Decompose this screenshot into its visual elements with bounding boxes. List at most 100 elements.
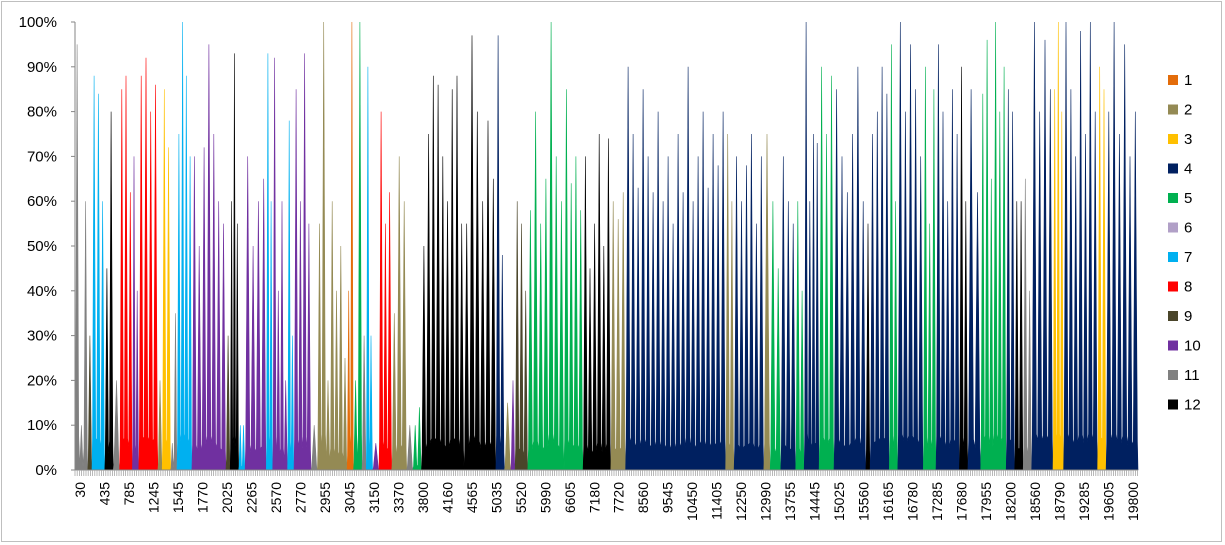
area-cluster-4 bbox=[625, 66, 726, 471]
area-cluster-10 bbox=[372, 443, 380, 471]
area-cluster-11 bbox=[112, 380, 120, 471]
area-cluster-12 bbox=[582, 133, 612, 471]
x-tick-label: 18200 bbox=[1003, 482, 1019, 521]
area-cluster-3 bbox=[1097, 66, 1107, 471]
area-cluster-4 bbox=[1031, 21, 1054, 471]
legend-label-12: 12 bbox=[1184, 397, 1201, 414]
area-cluster-11 bbox=[406, 425, 414, 471]
area-cluster-12 bbox=[229, 53, 240, 471]
area-cluster-10 bbox=[244, 156, 267, 471]
y-tick-labels: 0% 10% 20% 30% 40% 50% 60% 70% 80% 90% 100% bbox=[19, 14, 57, 479]
legend-swatch-11 bbox=[1168, 370, 1178, 380]
x-tick-label: 15025 bbox=[831, 482, 847, 521]
area-cluster-4 bbox=[897, 21, 924, 471]
area-cluster-4 bbox=[495, 35, 505, 471]
x-tick-label: 5035 bbox=[488, 482, 504, 513]
x-tick-label: 2265 bbox=[243, 482, 259, 513]
legend-label-1: 1 bbox=[1184, 72, 1192, 89]
x-tick-label: 11405 bbox=[709, 482, 725, 520]
area-cluster-4 bbox=[935, 44, 960, 471]
x-tick-label: 19285 bbox=[1076, 482, 1092, 521]
x-tick-label: 10450 bbox=[684, 482, 700, 521]
area-cluster-8 bbox=[378, 111, 393, 471]
area-cluster-11 bbox=[74, 44, 89, 471]
y-tick-label: 10% bbox=[27, 417, 57, 434]
x-tick-label: 4565 bbox=[464, 482, 480, 513]
y-tick-label: 30% bbox=[27, 328, 57, 345]
x-tick-label: 6605 bbox=[562, 482, 578, 513]
legend-label-11: 11 bbox=[1184, 367, 1200, 384]
x-tick-label: 19800 bbox=[1125, 482, 1141, 521]
x-tick-label: 2570 bbox=[268, 482, 284, 513]
legend-label-10: 10 bbox=[1184, 338, 1201, 355]
legend-swatch-7 bbox=[1168, 252, 1178, 262]
area-cluster-5 bbox=[980, 21, 1007, 471]
area-cluster-2 bbox=[610, 192, 626, 471]
area-cluster-2 bbox=[504, 402, 512, 471]
area-cluster-7 bbox=[176, 21, 193, 471]
x-tick-label: 15560 bbox=[856, 482, 872, 521]
legend-swatch-4 bbox=[1168, 163, 1178, 174]
x-tick-label: 3800 bbox=[415, 482, 431, 513]
x-tick-label: 17955 bbox=[978, 482, 994, 521]
area-cluster-12 bbox=[463, 35, 497, 471]
legend-label-9: 9 bbox=[1184, 308, 1192, 325]
x-tick-label: 2955 bbox=[317, 482, 333, 513]
area-cluster-11 bbox=[170, 313, 178, 471]
x-tick-label: 3370 bbox=[390, 482, 406, 513]
area-cluster-4 bbox=[1105, 21, 1139, 471]
area-cluster-11 bbox=[361, 335, 367, 471]
area-cluster-10 bbox=[272, 57, 288, 471]
x-tick-label: 435 bbox=[97, 482, 113, 506]
x-tick-label: 7720 bbox=[611, 482, 627, 513]
x-tick-label: 4160 bbox=[439, 482, 455, 513]
x-tick-label: 16165 bbox=[880, 482, 896, 521]
axes bbox=[71, 21, 1138, 476]
area-cluster-9 bbox=[87, 335, 93, 471]
data-areas bbox=[74, 21, 1139, 471]
x-tick-label: 13755 bbox=[782, 482, 798, 521]
legend-swatch-1 bbox=[1168, 75, 1178, 85]
x-tick-label: 1770 bbox=[194, 482, 210, 513]
legend-swatch-9 bbox=[1168, 311, 1178, 321]
area-cluster-2 bbox=[725, 133, 735, 471]
area-cluster-5 bbox=[818, 66, 835, 471]
area-cluster-2 bbox=[763, 133, 771, 471]
area-cluster-4 bbox=[803, 21, 820, 471]
x-tick-label: 18790 bbox=[1052, 482, 1068, 521]
x-tick-label: 7180 bbox=[586, 482, 602, 513]
legend-label-3: 3 bbox=[1184, 131, 1192, 148]
x-tick-label: 1245 bbox=[146, 482, 162, 513]
area-cluster-1 bbox=[346, 21, 354, 471]
y-tick-label: 70% bbox=[27, 148, 57, 165]
y-tick-label: 40% bbox=[27, 283, 57, 300]
x-tick-label: 12990 bbox=[758, 482, 774, 521]
y-tick-label: 50% bbox=[27, 238, 57, 255]
legend-label-2: 2 bbox=[1184, 102, 1192, 119]
area-cluster-12 bbox=[421, 75, 465, 471]
legend-swatch-12 bbox=[1168, 399, 1178, 410]
area-cluster-10 bbox=[510, 380, 516, 471]
legend-label-7: 7 bbox=[1184, 249, 1192, 266]
x-tick-label: 16780 bbox=[905, 482, 921, 521]
area-cluster-12 bbox=[959, 66, 969, 471]
x-tick-labels: 30 435 785 1245 1545 1770 2025 2265 2570 2770 2955… bbox=[72, 482, 1141, 521]
area-cluster-8 bbox=[119, 75, 133, 471]
legend-label-6: 6 bbox=[1184, 220, 1192, 237]
y-tick-label: 60% bbox=[27, 193, 57, 210]
legend-label-8: 8 bbox=[1184, 279, 1192, 296]
y-tick-label: 100% bbox=[19, 14, 57, 31]
x-tick-label: 8560 bbox=[635, 482, 651, 513]
area-cluster-5 bbox=[563, 89, 584, 471]
area-cluster-10 bbox=[132, 156, 140, 471]
legend-swatch-2 bbox=[1168, 104, 1178, 115]
area-cluster-4 bbox=[1063, 21, 1098, 471]
x-tick-label: 30 bbox=[72, 482, 88, 498]
area-cluster-10 bbox=[293, 53, 312, 471]
area-cluster-7 bbox=[238, 425, 246, 471]
area-cluster-4 bbox=[833, 66, 867, 471]
area-cluster-4 bbox=[869, 66, 890, 471]
area-cluster-7 bbox=[287, 120, 295, 471]
area-cluster-7 bbox=[265, 53, 274, 471]
